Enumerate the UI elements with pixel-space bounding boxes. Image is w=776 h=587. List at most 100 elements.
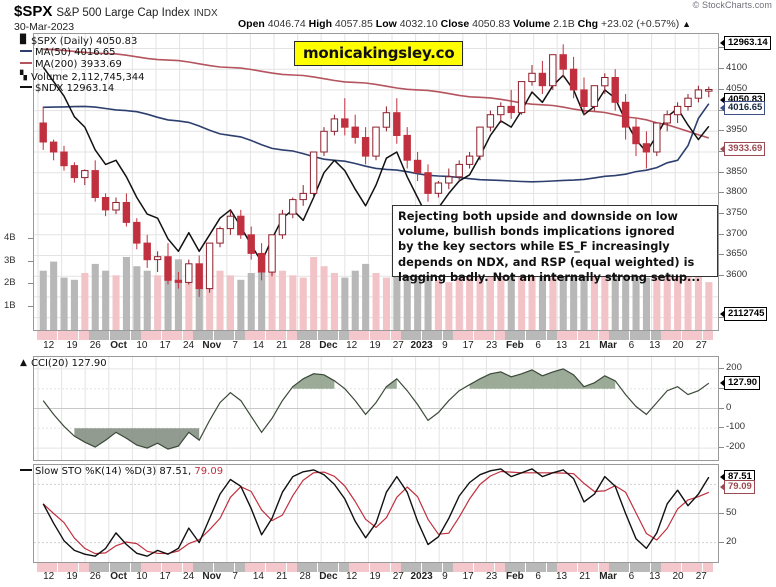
x-axis-band [702,563,713,572]
x-axis-band [349,331,359,340]
x-axis-band [494,563,505,572]
cci-panel[interactable] [33,356,719,461]
x-axis-band [609,563,619,572]
x-axis-band [89,331,99,340]
x-axis-label: 28 [299,340,311,351]
x-axis-band [515,563,526,572]
x-axis-band [661,331,671,340]
volume-label: Volume [513,18,551,30]
x-axis-band [650,331,661,340]
x-axis-label: 14 [252,571,264,582]
x-axis-band [463,331,474,340]
x-axis-band [182,563,193,572]
ma50-line-icon [20,50,32,53]
x-axis-band [567,563,578,572]
x-axis-band [213,331,224,340]
x-axis-band [681,331,692,340]
x-axis-label: 12 [43,571,55,582]
x-axis-band [421,331,432,340]
x-axis-band [224,331,235,340]
x-axis-band [702,331,713,340]
x-axis-label: 17 [159,340,171,351]
x-axis-band [224,563,235,572]
x-axis-labels-price: 12 19 26 Oct 10 17 24 Nov 7 14 21 28 Dec 12 19 27 2023 9 1… [0,340,776,354]
low-label: Low [375,18,397,30]
x-axis-band [307,331,318,340]
x-axis-band [619,331,630,340]
x-axis-strip-bottom [33,563,719,572]
x-axis-label: 13 [649,340,661,351]
x-axis-band [671,563,682,572]
price-plot[interactable] [34,34,718,330]
sto-axis-tickmark [719,512,724,514]
x-axis-label: Feb [506,340,524,351]
price-axis-tickmark [719,233,724,235]
x-axis-label: Dec [319,340,338,351]
x-axis-band [546,331,557,340]
quote-bar: Open 4046.74 High 4057.85 Low 4032.10 Cl… [238,18,691,30]
x-axis-band [369,331,380,340]
x-axis-label: 17 [462,340,474,351]
x-axis-band [276,331,287,340]
cci-plot[interactable] [34,357,718,460]
legend-ndx-label: $NDX 12963.14 [35,82,115,94]
sto-axis-tickmark [719,541,724,543]
sto-legend: Slow STO %K(14) %D(3) 87.51, 79.09 [20,466,223,477]
x-axis-band [411,331,422,340]
x-axis-band [338,563,349,572]
annotation-line-2: volume, bullish bonds implications ignor… [398,224,675,239]
annotation-textbox: Rejecting both upside and downside on lo… [392,205,718,284]
x-axis-band [505,331,515,340]
x-axis-label: 2023 [410,571,433,582]
x-axis-band [650,563,661,572]
price-axis-tick: 4100 [726,62,748,74]
cci-axis-tickmark [719,427,724,429]
x-axis-band [640,563,651,572]
x-axis-band [484,563,495,572]
high-label: High [308,18,332,30]
x-axis-label: 12 [43,340,55,351]
x-axis-label: 27 [695,571,707,582]
x-axis-band [234,563,245,572]
x-axis-band [473,563,484,572]
price-axis-tickmark [719,88,724,90]
x-axis-label: 10 [136,340,148,351]
volume-axis-tickmark [28,237,33,239]
x-axis-label: 21 [579,571,591,582]
cci-axis-tick: 200 [726,361,742,373]
x-axis-band [421,563,432,572]
x-axis-band [245,331,255,340]
symbol-exchange: INDX [193,8,218,19]
x-axis-label: 14 [252,340,264,351]
x-axis-band [99,563,110,572]
x-axis-band [328,563,339,572]
cci-legend: ▲ CCI(20) 127.90 [20,358,107,369]
x-axis-band [37,331,47,340]
sto-panel[interactable] [33,464,719,563]
x-axis-band [265,331,276,340]
x-axis-band [297,563,307,572]
x-axis-band [151,331,162,340]
x-axis-band [369,563,380,572]
legend-ma50-label: MA(50) 4016.65 [35,47,116,59]
x-axis-label: 7 [232,340,238,351]
annotation-line-3: by the key sectors while ES_F increasing… [398,239,670,254]
x-axis-band [453,331,463,340]
x-axis-band [234,331,245,340]
x-axis-band [557,563,567,572]
x-axis-band [213,563,224,572]
x-axis-band [120,331,131,340]
x-axis-band [629,331,640,340]
volume-axis-tick: 3B [4,254,16,266]
sto-plot[interactable] [34,465,718,562]
x-axis-band [317,563,328,572]
price-panel[interactable] [33,33,719,331]
price-axis-tickmark [719,254,724,256]
x-axis-band [68,563,79,572]
price-axis-tick: 3850 [726,165,748,177]
x-axis-band [297,331,307,340]
x-axis-band [130,331,141,340]
cci-legend-label: CCI(20) 127.90 [31,358,107,369]
x-axis-band [609,331,619,340]
price-axis-tickmark [719,171,724,173]
